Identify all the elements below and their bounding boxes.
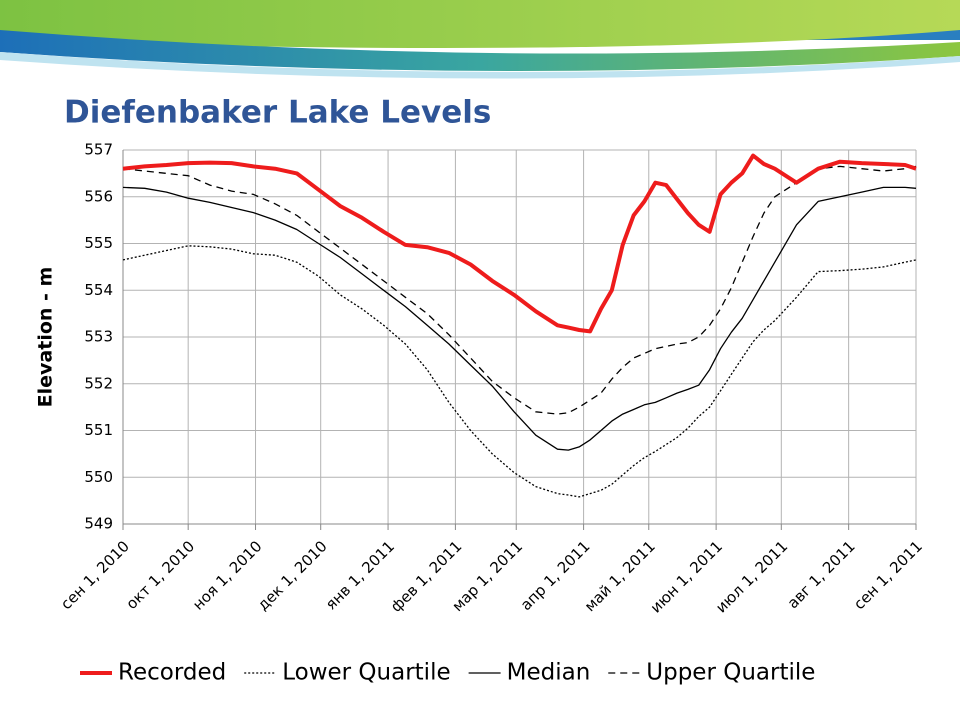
series-line bbox=[122, 153, 917, 334]
header-banner bbox=[0, 0, 960, 79]
y-axis-label: Elevation - m bbox=[35, 267, 57, 408]
x-tick-label: авг 1, 2011 bbox=[784, 537, 859, 612]
legend-label: Median bbox=[507, 660, 591, 686]
legend: Recorded Lower Quartile Median Upper Quarti… bbox=[80, 660, 815, 686]
x-tick-label: сен 1, 2011 bbox=[850, 537, 926, 613]
y-tick-label: 550 bbox=[84, 468, 113, 486]
y-tick-label: 551 bbox=[84, 421, 113, 439]
legend-label: Lower Quartile bbox=[282, 660, 450, 686]
legend-label: Recorded bbox=[118, 660, 226, 686]
series-line bbox=[122, 245, 917, 498]
series-line bbox=[122, 186, 917, 451]
y-tick-label: 555 bbox=[84, 234, 113, 252]
y-tick-label: 557 bbox=[84, 141, 113, 159]
y-tick-label: 553 bbox=[84, 328, 113, 346]
y-tick-label: 552 bbox=[84, 374, 113, 392]
legend-label: Upper Quartile bbox=[646, 660, 815, 686]
y-tick-label: 556 bbox=[84, 187, 113, 205]
y-tick-label: 549 bbox=[84, 515, 113, 533]
series-line bbox=[122, 165, 917, 415]
x-tick-label: сен 1, 2010 bbox=[57, 537, 133, 613]
x-tick-label: окт 1, 2010 bbox=[123, 537, 199, 613]
y-tick-label: 554 bbox=[84, 281, 113, 299]
x-tick-label: дек 1, 2010 bbox=[254, 537, 331, 614]
chart-title: Diefenbaker Lake Levels bbox=[64, 95, 491, 131]
